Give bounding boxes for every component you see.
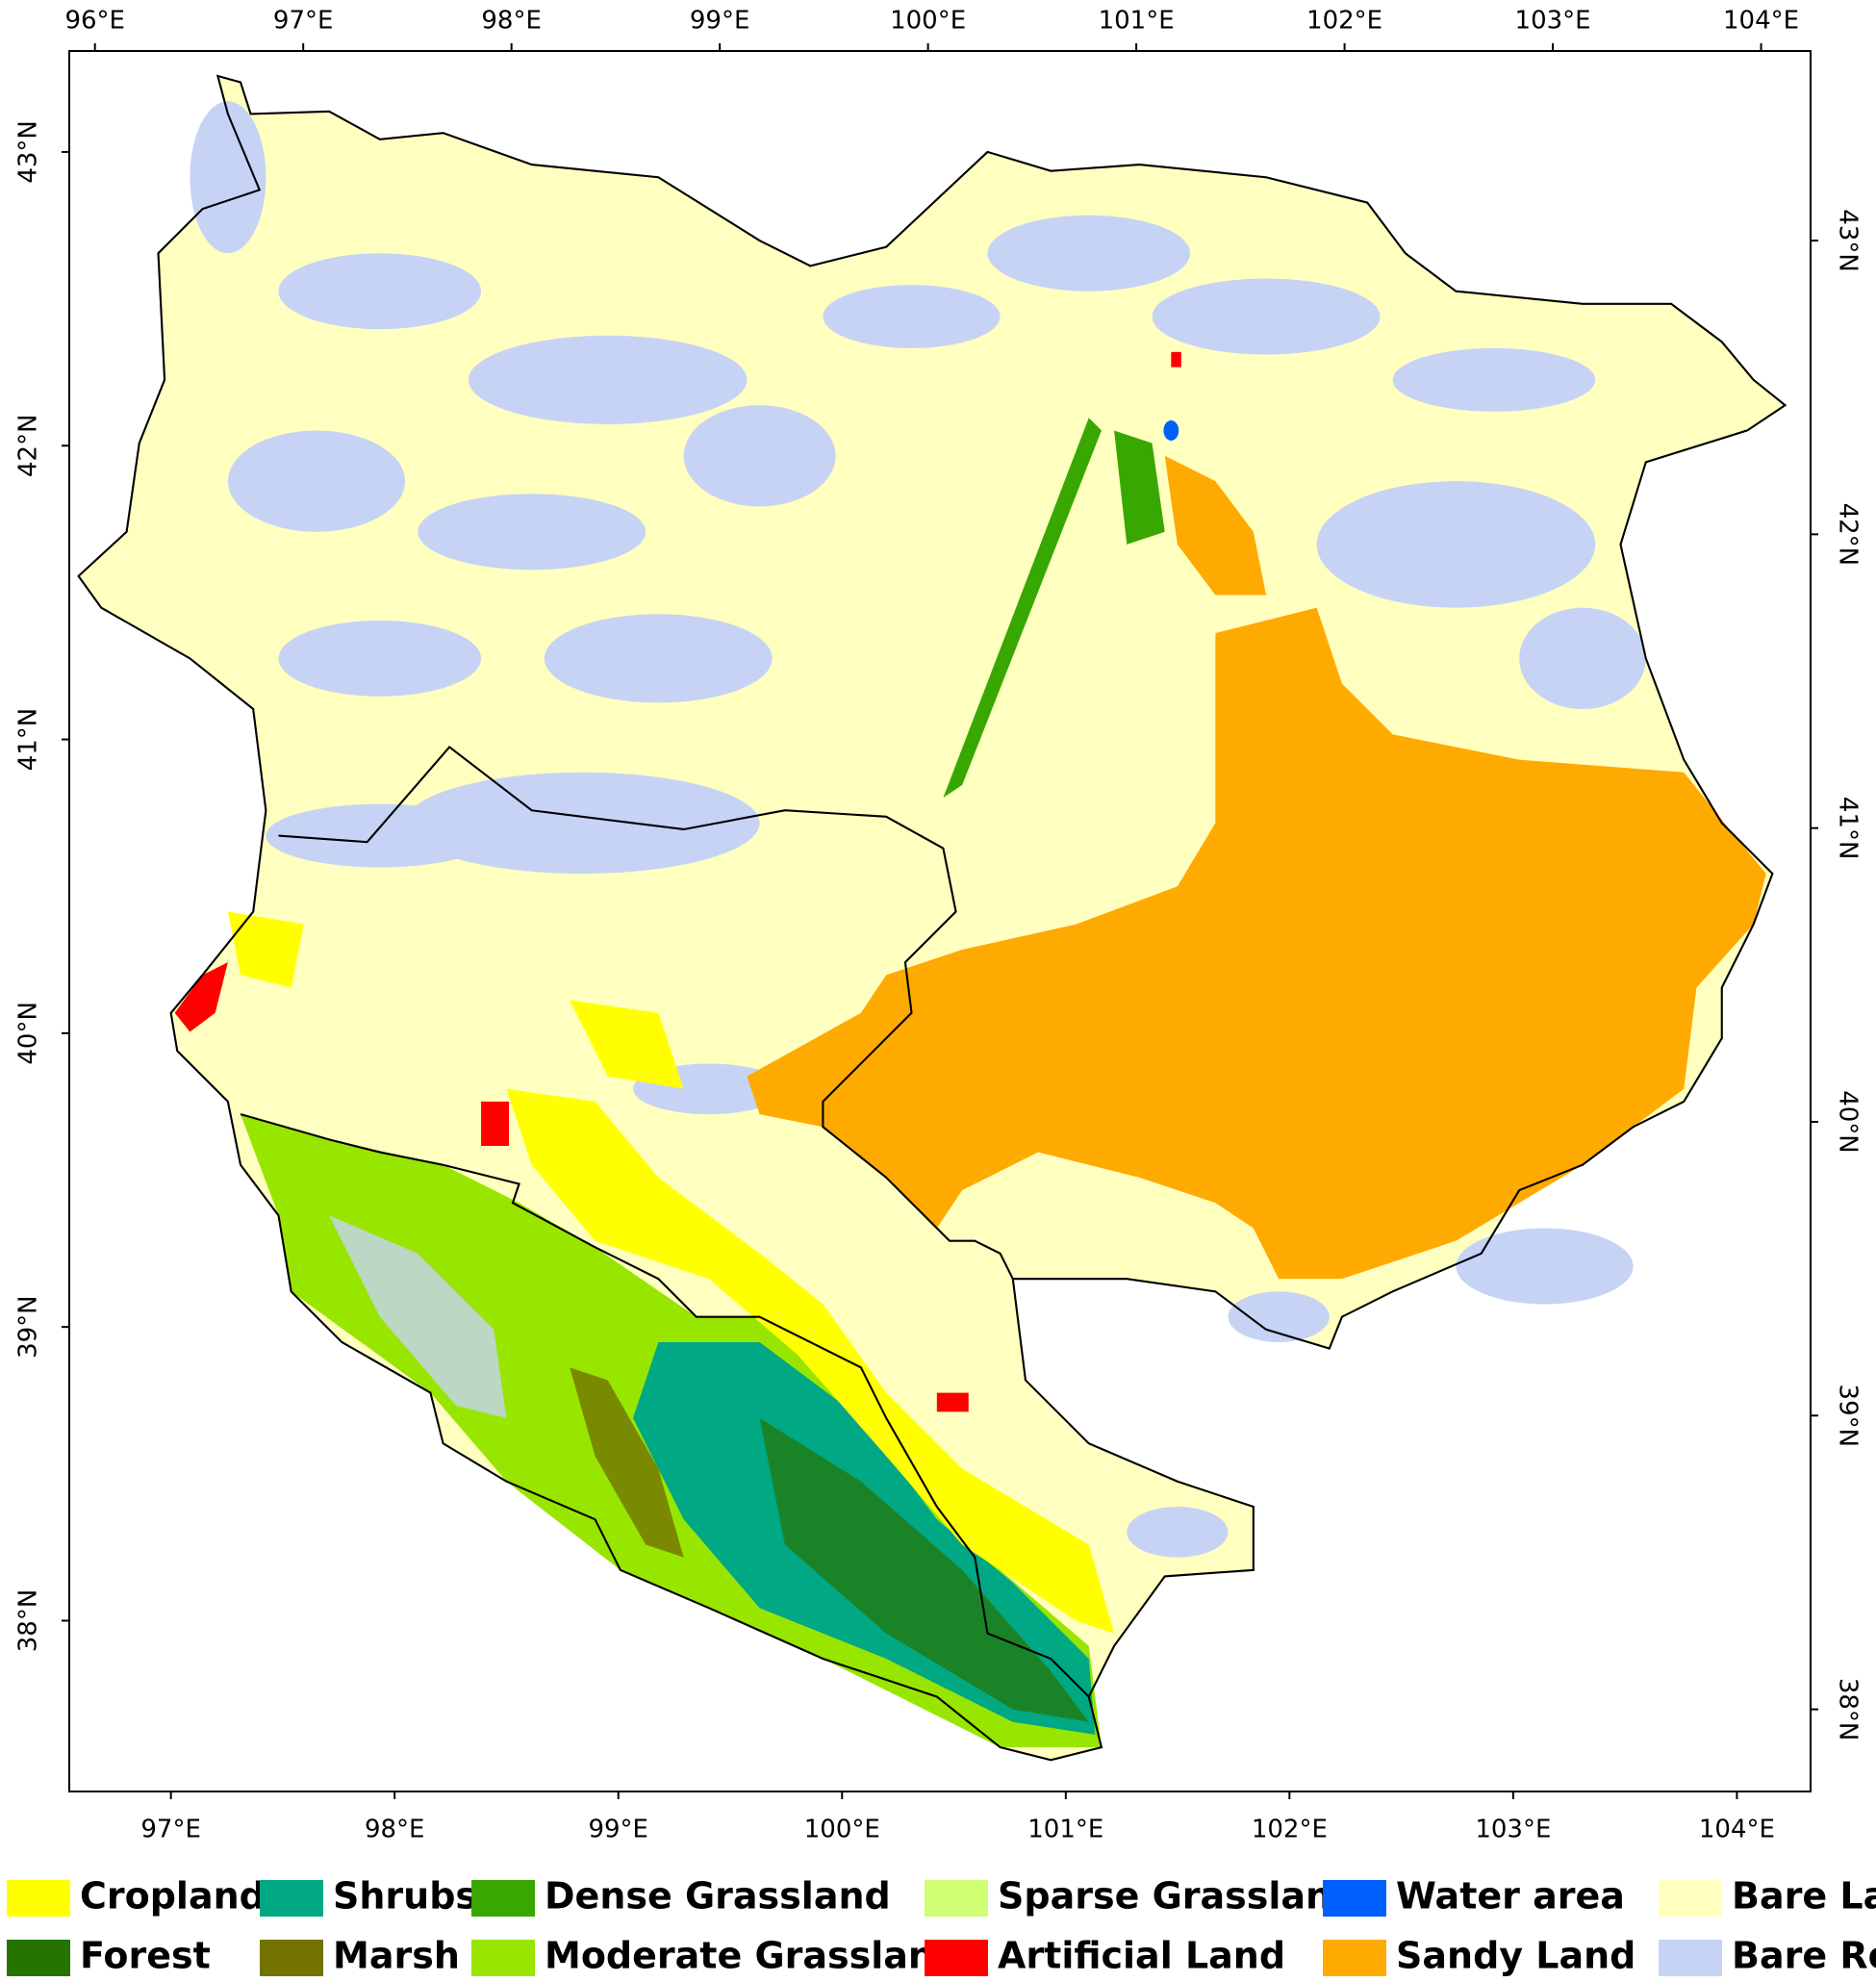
- lat-label: 42°N: [1834, 503, 1863, 567]
- lon-label: 100°E: [804, 1816, 880, 1844]
- lon-label: 102°E: [1306, 7, 1382, 36]
- lon-label: 97°E: [140, 1816, 201, 1844]
- legend-label: Water area: [1396, 1875, 1625, 1918]
- lon-label: 97°E: [273, 7, 334, 36]
- lat-label: 38°N: [14, 1589, 43, 1653]
- legend-swatch: [260, 1940, 323, 1976]
- lat-label: 39°N: [14, 1295, 43, 1359]
- oasis-strip: [943, 418, 1165, 799]
- legend-label: Dense Grassland: [545, 1875, 891, 1918]
- legend-swatch: [471, 1940, 535, 1976]
- lon-label: 103°E: [1515, 7, 1591, 36]
- legend-swatch: [471, 1880, 535, 1917]
- sandy-north: [1164, 455, 1266, 596]
- lat-label: 41°N: [14, 708, 43, 772]
- lat-label: 41°N: [1834, 797, 1863, 860]
- legend-label: Sparse Grassland: [998, 1875, 1357, 1918]
- lon-label: 104°E: [1699, 1816, 1775, 1844]
- legend-label: Marsh: [333, 1935, 460, 1977]
- legend-swatch: [260, 1880, 323, 1917]
- legend-swatch: [7, 1880, 70, 1917]
- legend-swatch: [7, 1940, 70, 1976]
- lat-label: 42°N: [14, 414, 43, 477]
- legend-swatch: [1323, 1940, 1386, 1976]
- legend-swatch: [1659, 1880, 1722, 1917]
- lon-label: 104°E: [1723, 7, 1799, 36]
- lat-label: 40°N: [1834, 1090, 1863, 1154]
- lat-label: 39°N: [1834, 1385, 1863, 1448]
- lon-label: 100°E: [890, 7, 966, 36]
- land-cover: [77, 74, 1787, 1762]
- lon-label: 99°E: [588, 1816, 648, 1844]
- legend-label: Bare Land: [1732, 1875, 1876, 1918]
- legend-label: Bare Rock: [1732, 1935, 1876, 1977]
- lon-label: 102°E: [1252, 1816, 1328, 1844]
- legend-label: Forest: [80, 1935, 211, 1977]
- cropland-patches: [227, 911, 1115, 1634]
- legend-swatch: [925, 1940, 988, 1976]
- lon-label: 103°E: [1475, 1816, 1551, 1844]
- legend-label: Shrubs: [333, 1875, 477, 1918]
- lon-label: 98°E: [481, 7, 542, 36]
- legend-swatch: [925, 1880, 988, 1917]
- legend-label: Cropland: [80, 1875, 266, 1918]
- lon-label: 96°E: [64, 7, 125, 36]
- map-area: [77, 74, 1787, 1762]
- sandy-land-area: [747, 607, 1766, 1280]
- lat-label: 43°N: [1834, 209, 1863, 272]
- lat-label: 40°N: [14, 1002, 43, 1065]
- legend-swatch: [1323, 1880, 1386, 1917]
- lake: [1163, 419, 1179, 441]
- map-frame: [68, 50, 1812, 1792]
- marsh-ridge: [570, 1367, 684, 1558]
- legend-swatch: [1659, 1940, 1722, 1976]
- dense-forest: [759, 1417, 1089, 1722]
- lat-label: 38°N: [1834, 1678, 1863, 1741]
- lon-label: 101°E: [1099, 7, 1175, 36]
- legend-label: Artificial Land: [998, 1935, 1285, 1977]
- legend-label: Moderate Grassland: [545, 1935, 960, 1977]
- lon-label: 98°E: [365, 1816, 425, 1844]
- lat-label: 43°N: [14, 120, 43, 184]
- bare-rock-mountains: [329, 1215, 507, 1418]
- artificial-land-patches: [174, 351, 1181, 1412]
- lon-label: 99°E: [690, 7, 750, 36]
- legend-label: Sandy Land: [1396, 1935, 1635, 1977]
- boundaries: [77, 74, 1787, 1762]
- lon-label: 101°E: [1027, 1816, 1103, 1844]
